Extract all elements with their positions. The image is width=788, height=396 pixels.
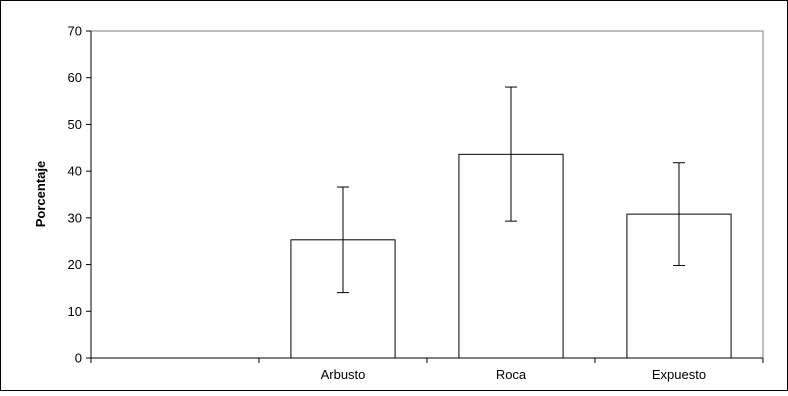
y-tick-label: 30 [68,210,82,225]
y-axis-label: Porcentaje [33,161,48,227]
y-tick-label: 0 [75,351,82,366]
y-tick-label: 50 [68,117,82,132]
error-bars-layer [337,86,685,294]
x-tick-label: Expuesto [652,367,706,382]
x-tick-label: Roca [496,367,527,382]
y-tick-label: 10 [68,304,82,319]
y-tick-label: 70 [68,24,82,39]
y-tick-label: 60 [68,70,82,85]
y-tick-label: 20 [68,257,82,272]
y-tick-label: 40 [68,164,82,179]
tick-labels-layer: 0 10 20 30 40 50 60 70 Arbusto Roca Expuesto [68,24,707,383]
x-tick-label: Arbusto [321,367,366,382]
